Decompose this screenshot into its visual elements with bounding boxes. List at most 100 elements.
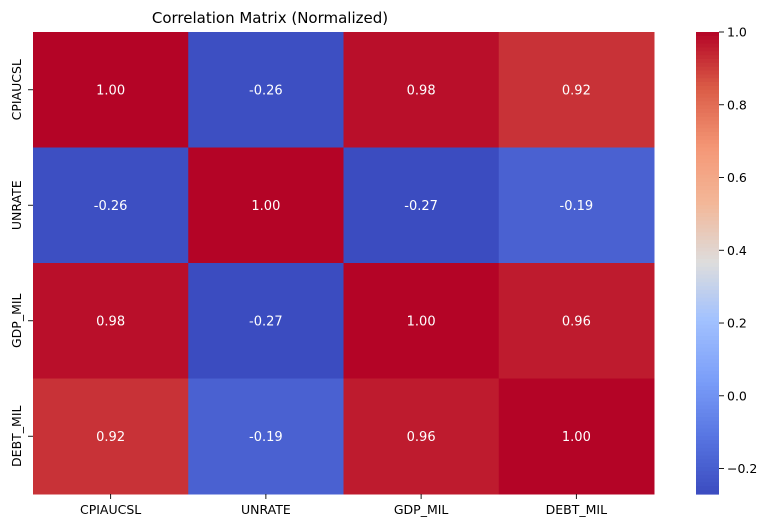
colorbar-segment xyxy=(696,78,719,83)
heatmap-cell-label: -0.27 xyxy=(404,199,438,214)
heatmap-cell xyxy=(188,378,344,495)
colorbar-segment xyxy=(696,70,719,75)
colorbar-segment xyxy=(696,209,719,214)
colorbar-segment xyxy=(696,120,719,125)
heatmap-cell-label: -0.27 xyxy=(249,314,283,329)
colorbar-segment xyxy=(696,58,719,64)
heatmap-cell-label: 0.92 xyxy=(96,430,125,445)
heatmap-cell-label: 1.00 xyxy=(96,83,125,98)
y-tick-label: CPIAUCSL xyxy=(9,59,24,120)
colorbar-segment xyxy=(696,162,719,168)
colorbar-segment xyxy=(696,105,719,110)
heatmap-cell xyxy=(33,263,189,379)
heatmap-cell xyxy=(498,263,655,379)
colorbar-segment xyxy=(696,212,719,218)
colorbar-segment xyxy=(696,228,719,233)
heatmap-cell xyxy=(188,147,344,264)
colorbar-segment xyxy=(696,259,719,264)
colorbar-segment xyxy=(696,347,719,353)
colorbar-segment xyxy=(696,366,719,372)
colorbar-segment xyxy=(696,436,719,441)
colorbar-segment xyxy=(696,151,719,156)
heatmap-cell-label: -0.26 xyxy=(249,83,283,98)
colorbar-segment xyxy=(696,132,719,137)
heatmap-cell xyxy=(343,378,500,495)
colorbar-segment xyxy=(696,251,719,256)
heatmap-cell-labels: 1.00 -0.26 0.98 0.92 -0.26 1.00 -0.27 -0.19 0.98… xyxy=(94,83,593,445)
colorbar-segment xyxy=(696,417,719,422)
colorbar-segment xyxy=(696,47,719,52)
heatmap-cell-label: 0.98 xyxy=(96,314,125,329)
colorbar-segment xyxy=(696,170,719,176)
colorbar-segment xyxy=(696,328,719,333)
colorbar-segment xyxy=(696,428,719,433)
colorbar-segment xyxy=(696,455,719,460)
colorbar-segment xyxy=(696,182,719,187)
colorbar-segment xyxy=(696,420,719,426)
colorbar-segment xyxy=(696,359,719,364)
colorbar-segment xyxy=(696,401,719,407)
y-tick-label: UNRATE xyxy=(9,180,24,230)
heatmap-cell-label: 0.96 xyxy=(407,430,436,445)
colorbar-segment xyxy=(696,239,719,245)
heatmap-cell xyxy=(343,147,500,264)
colorbar-segment xyxy=(696,336,719,341)
y-axis: CPIAUCSL UNRATE GDP_MIL DEBT_MIL xyxy=(9,59,33,467)
colorbar-segment xyxy=(696,459,719,464)
colorbar-segment xyxy=(696,393,719,399)
colorbar-segment xyxy=(696,278,719,283)
colorbar-segment xyxy=(696,224,719,229)
heatmap-cells xyxy=(33,32,655,495)
colorbar-segment xyxy=(696,443,719,449)
colorbar-segment xyxy=(696,263,719,268)
heatmap-cell xyxy=(498,32,655,148)
colorbar-segment xyxy=(696,386,719,391)
colorbar-segment xyxy=(696,309,719,314)
colorbar-segment xyxy=(696,486,719,491)
colorbar-segment xyxy=(696,174,719,179)
colorbar-segment xyxy=(696,340,719,345)
colorbar-segment xyxy=(696,135,719,141)
colorbar-segment xyxy=(696,313,719,318)
colorbar-segment xyxy=(696,343,719,349)
colorbar-segment xyxy=(696,147,719,152)
heatmap-cell-label: 1.00 xyxy=(407,314,436,329)
colorbar-segment xyxy=(696,474,719,480)
colorbar-segment xyxy=(696,128,719,133)
colorbar-tick-label: 0.6 xyxy=(727,170,747,185)
y-tick-label: DEBT_MIL xyxy=(9,406,24,467)
colorbar-segment xyxy=(696,424,719,430)
colorbar-segment xyxy=(696,216,719,222)
heatmap-cell-label: -0.19 xyxy=(560,199,594,214)
colorbar-segment xyxy=(696,178,719,183)
colorbar-segment xyxy=(696,363,719,368)
colorbar-segment xyxy=(696,332,719,337)
heatmap-cell-label: 0.96 xyxy=(562,314,591,329)
x-axis: CPIAUCSL UNRATE GDP_MIL DEBT_MIL xyxy=(80,494,607,517)
colorbar-segment xyxy=(696,186,719,191)
colorbar-segment xyxy=(696,324,719,330)
colorbar-segment xyxy=(696,89,719,95)
colorbar-segment xyxy=(696,370,719,376)
chart-title: Correlation Matrix (Normalized) xyxy=(152,9,388,27)
x-tick-label: UNRATE xyxy=(241,502,291,517)
colorbar-segment xyxy=(696,463,719,468)
colorbar-segment xyxy=(696,274,719,279)
colorbar-segment xyxy=(696,320,719,326)
colorbar-segment xyxy=(696,101,719,106)
colorbar-segment xyxy=(696,270,719,276)
colorbar-segment xyxy=(696,282,719,287)
heatmap-cell-label: 0.98 xyxy=(407,83,436,98)
colorbar-segment xyxy=(696,66,719,72)
heatmap-cell xyxy=(188,32,344,148)
colorbar-segment xyxy=(696,139,719,145)
colorbar-segment xyxy=(696,93,719,99)
heatmap-cell xyxy=(33,378,189,495)
colorbar-segment xyxy=(696,109,719,114)
colorbar-segment xyxy=(696,220,719,226)
heatmap-cell xyxy=(498,378,655,495)
colorbar-segment xyxy=(696,247,719,253)
colorbar-segment xyxy=(696,112,719,118)
colorbar-segment xyxy=(696,289,719,295)
heatmap-cell xyxy=(188,263,344,379)
